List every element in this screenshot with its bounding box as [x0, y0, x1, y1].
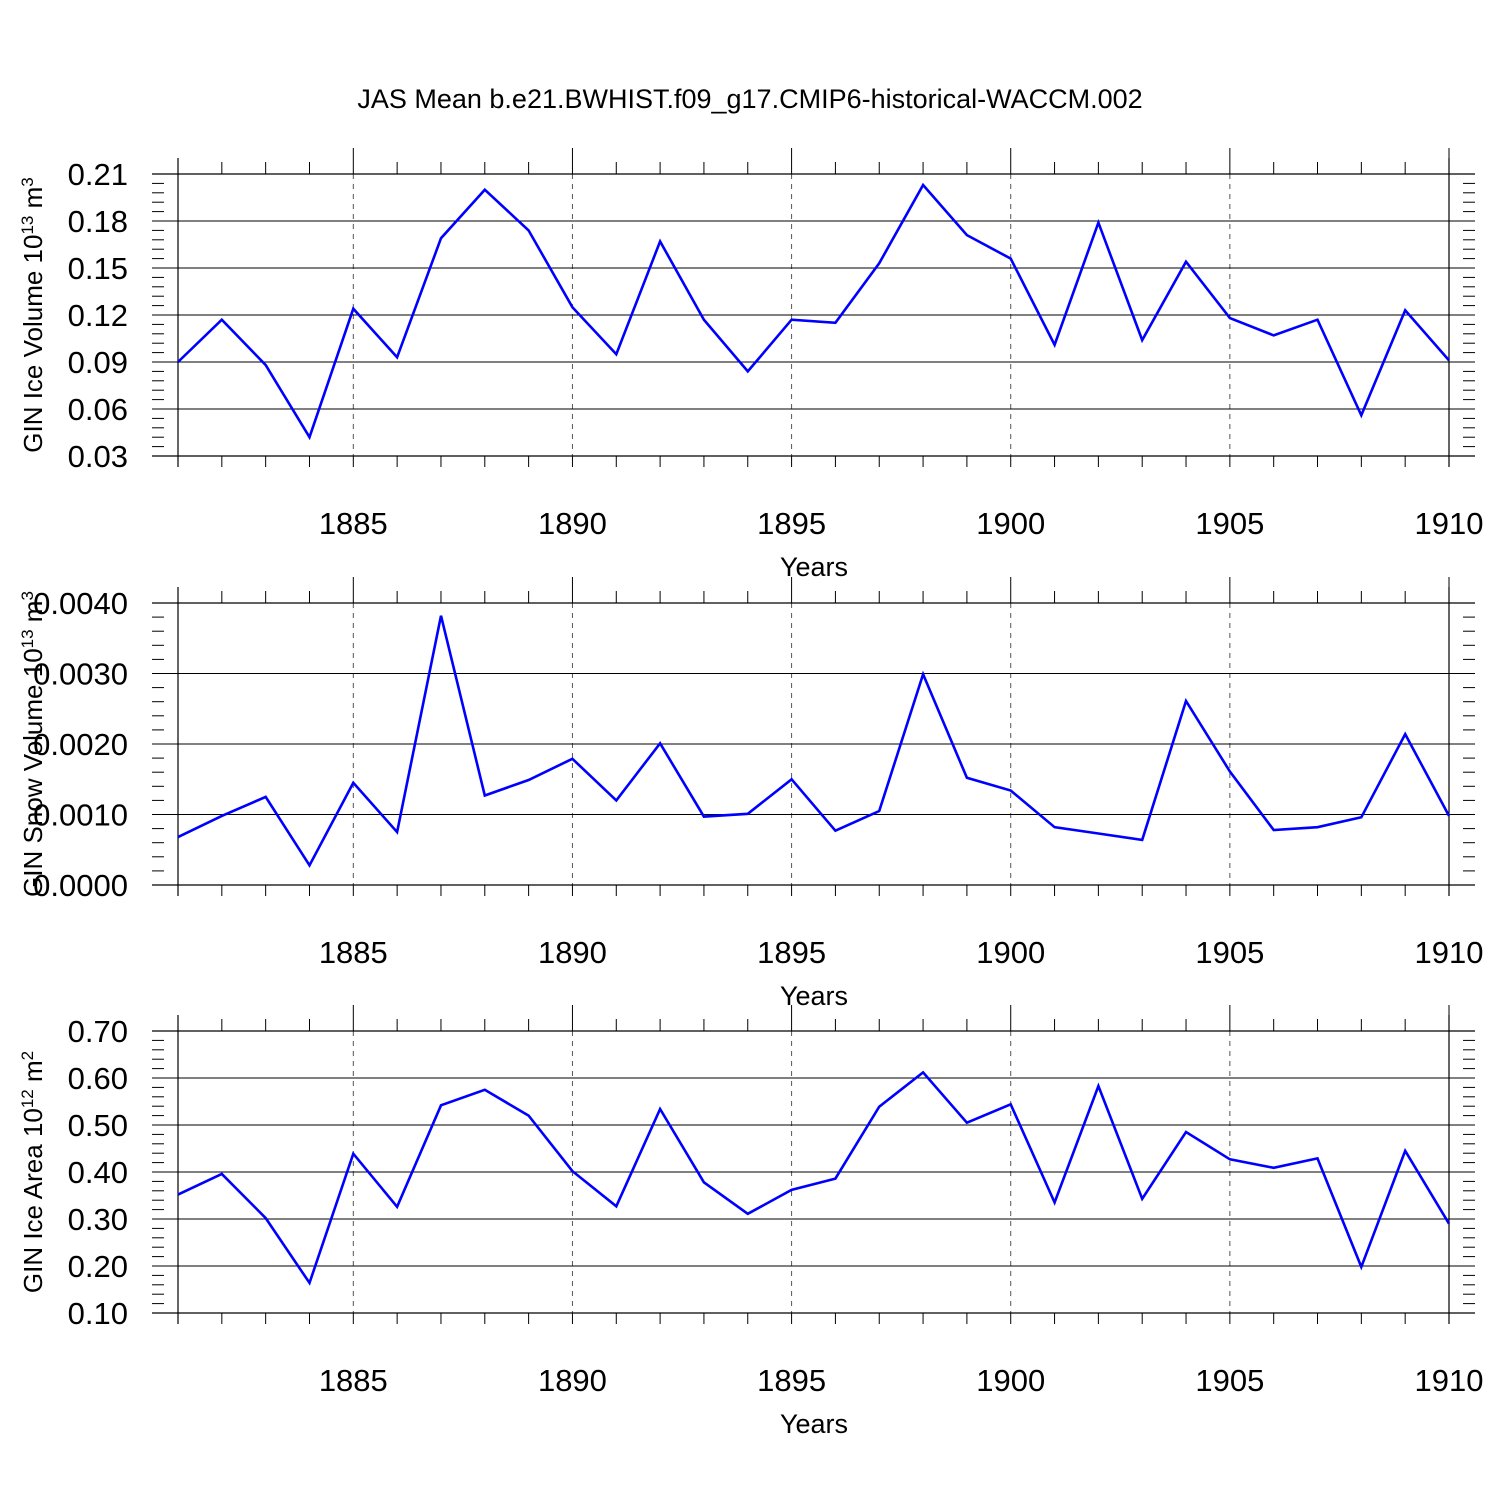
x-axis-label: Years — [780, 552, 848, 582]
x-tick-label: 1895 — [757, 935, 826, 970]
y-tick-label: 0.12 — [68, 298, 128, 333]
x-tick-label: 1895 — [757, 1363, 826, 1398]
y-axis-label: GIN Snow Volume 1013 m3 — [18, 591, 49, 897]
x-tick-label: 1885 — [319, 506, 388, 541]
x-tick-label: 1890 — [538, 935, 607, 970]
panel-2: 1885 1890 1895 1900 1905 1910 Years 0.0000 0.001… — [18, 577, 1484, 1011]
x-tick-label: 1910 — [1415, 506, 1484, 541]
y-tick-label: 0.50 — [68, 1108, 128, 1143]
x-tick-label: 1890 — [538, 1363, 607, 1398]
panel-1: 1885 1890 1895 1900 1905 1910 Years 0.03 0.06 0.0… — [18, 148, 1484, 582]
y-tick-label: 0.09 — [68, 345, 128, 380]
y-tick-label: 0.0030 — [33, 657, 128, 692]
x-tick-label: 1905 — [1195, 506, 1264, 541]
y-tick-label: 0.10 — [68, 1296, 128, 1331]
y-axis-label: GIN Ice Area 1012 m2 — [18, 1051, 49, 1293]
x-tick-label: 1885 — [319, 935, 388, 970]
x-tick-label: 1895 — [757, 506, 826, 541]
x-tick-label: 1890 — [538, 506, 607, 541]
y-tick-label: 0.0010 — [33, 798, 128, 833]
y-tick-label: 0.40 — [68, 1155, 128, 1190]
x-axis-label: Years — [780, 981, 848, 1011]
y-tick-label: 0.20 — [68, 1249, 128, 1284]
panel-3: 1885 1890 1895 1900 1905 1910 Years 0.10 0.20 0.3… — [18, 1005, 1484, 1439]
y-tick-label: 0.30 — [68, 1202, 128, 1237]
y-tick-label: 0.15 — [68, 251, 128, 286]
x-tick-label: 1905 — [1195, 935, 1264, 970]
y-tick-label: 0.06 — [68, 392, 128, 427]
y-tick-label: 0.70 — [68, 1014, 128, 1049]
y-tick-label: 0.03 — [68, 439, 128, 474]
x-tick-label: 1900 — [976, 1363, 1045, 1398]
series-line — [177, 1070, 1451, 1286]
y-tick-label: 0.0040 — [33, 586, 128, 621]
x-tick-label: 1910 — [1415, 935, 1484, 970]
y-tick-label: 0.0000 — [33, 868, 128, 903]
x-tick-label: 1900 — [976, 935, 1045, 970]
x-axis-label: Years — [780, 1409, 848, 1439]
x-tick-label: 1885 — [319, 1363, 388, 1398]
y-tick-label: 0.60 — [68, 1061, 128, 1096]
y-axis-label: GIN Ice Volume 1013 m3 — [18, 177, 49, 453]
x-tick-label: 1900 — [976, 506, 1045, 541]
y-tick-label: 0.0020 — [33, 727, 128, 762]
x-tick-label: 1910 — [1415, 1363, 1484, 1398]
y-tick-label: 0.18 — [68, 204, 128, 239]
series-line — [177, 182, 1450, 441]
y-tick-label: 0.21 — [68, 157, 128, 192]
figure-title: JAS Mean b.e21.BWHIST.f09_g17.CMIP6-hist… — [357, 84, 1143, 114]
x-tick-label: 1905 — [1195, 1363, 1264, 1398]
series-line — [177, 615, 1451, 868]
